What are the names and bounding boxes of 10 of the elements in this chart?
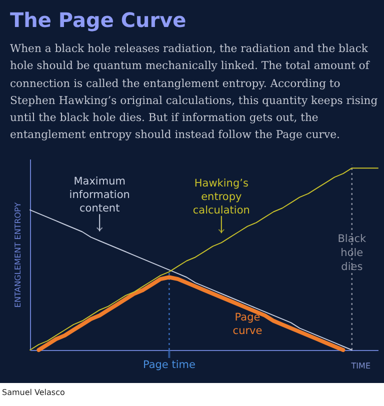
chart-title: The Page Curve <box>10 8 186 32</box>
text: Samuel Velasco <box>2 388 65 397</box>
text: Page time <box>142 359 196 371</box>
series-label: Page curve <box>232 312 262 338</box>
series-label: Hawking’s entropy calculation <box>192 177 250 216</box>
text: Black hole dies <box>338 233 366 274</box>
y-axis-title: ENTANGLEMENT ENTROPY <box>14 202 22 308</box>
series-label: Maximum information content <box>69 176 130 215</box>
x-axis-title: TIME <box>350 362 370 370</box>
chart-subtitle: When a black hole releases radiation, the radiation and the black hole should be quantum mechanically linked. The total amount of connection is called the entanglement entropy. According to Stephen Hawking’s original calculations, this quantity keeps rising until the black hole dies. But if information gets out, the entanglement entropy should instead follow the Page curve. <box>10 41 378 144</box>
